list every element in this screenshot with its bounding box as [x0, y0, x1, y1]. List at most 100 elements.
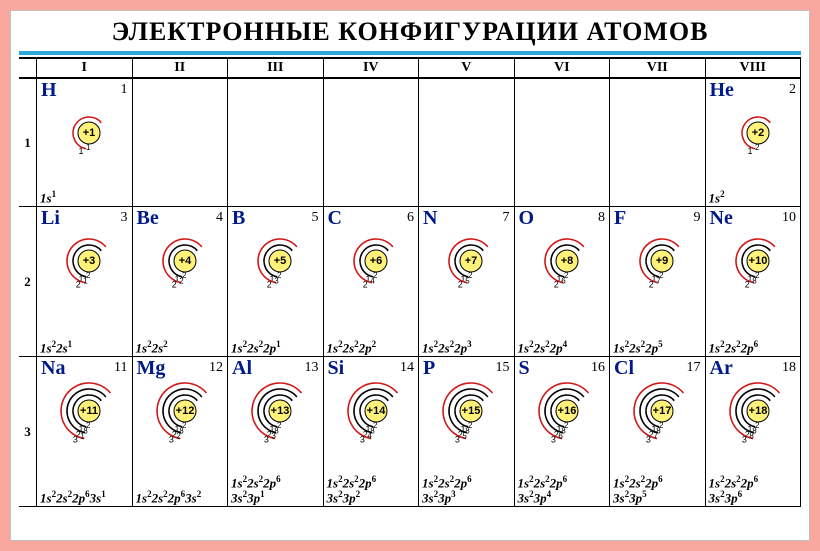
atomic-number: 2: [789, 82, 796, 98]
atom-icon: +14122834: [332, 381, 410, 447]
atomic-number: 1: [121, 82, 128, 98]
electron-configuration: 1s2: [709, 190, 799, 205]
electron-configuration: 1s22s22p63s2: [136, 490, 226, 505]
column-header: I: [37, 59, 133, 79]
svg-text:8: 8: [749, 432, 754, 441]
electron-configuration: 1s22s22p63s23p3: [422, 475, 512, 505]
svg-text:+7: +7: [465, 255, 478, 267]
svg-text:6: 6: [558, 432, 563, 441]
column-header: V: [419, 59, 515, 79]
atom-diagram: +101228: [714, 231, 792, 297]
svg-text:2: 2: [744, 279, 749, 289]
atomic-number: 16: [591, 360, 605, 376]
svg-text:2: 2: [649, 279, 654, 289]
element-cell: F 9 +91227 1s22s22p5: [610, 207, 706, 357]
atom-icon: +12122832: [141, 381, 219, 447]
atom-diagram: +51223: [236, 231, 314, 297]
atom-icon: +71225: [427, 231, 505, 297]
electron-configuration: 1s22s22p63s23p1: [231, 475, 321, 505]
svg-text:+5: +5: [274, 255, 287, 267]
svg-text:3: 3: [272, 432, 277, 441]
row-header: 3: [19, 357, 37, 507]
electron-configuration: 1s22s22p63s23p4: [518, 475, 608, 505]
svg-text:6: 6: [561, 276, 566, 285]
svg-text:8: 8: [752, 276, 757, 285]
element-cell: Ar18+181228381s22s22p63s23p6: [706, 357, 802, 507]
atom-icon: +51223: [236, 231, 314, 297]
column-header: VII: [610, 59, 706, 79]
empty-cell: [228, 79, 324, 207]
atomic-number: 12: [209, 360, 223, 376]
atomic-number: 10: [782, 210, 796, 226]
svg-text:1: 1: [83, 276, 88, 285]
atomic-number: 6: [407, 210, 414, 226]
atom-icon: +15122835: [427, 381, 505, 447]
atom-icon: +91227: [618, 231, 696, 297]
row-header: 2: [19, 207, 37, 357]
svg-text:3: 3: [551, 435, 556, 445]
element-symbol: C: [328, 207, 342, 230]
element-cell: Si14+141228341s22s22p63s23p2: [324, 357, 420, 507]
svg-text:3: 3: [360, 435, 365, 445]
element-cell: H1+1111s1: [37, 79, 133, 207]
element-cell: Cl 17 +17122837 1s22s22p63s23p5: [610, 357, 706, 507]
element-symbol: Be: [137, 207, 159, 230]
svg-text:5: 5: [463, 432, 468, 441]
element-symbol: F: [614, 207, 626, 230]
element-cell: O8+812261s22s22p4: [515, 207, 611, 357]
svg-text:3: 3: [455, 435, 460, 445]
svg-text:7: 7: [654, 432, 659, 441]
svg-text:2: 2: [176, 432, 181, 441]
electron-configuration: 1s1: [40, 190, 130, 205]
atom-icon: +31221: [45, 231, 123, 297]
element-symbol: Cl: [614, 357, 634, 380]
element-symbol: S: [519, 357, 530, 380]
svg-text:3: 3: [646, 435, 651, 445]
element-symbol: Ne: [710, 207, 733, 230]
svg-text:+1: +1: [83, 127, 96, 139]
element-cell: Li3+312211s22s1: [37, 207, 133, 357]
svg-text:3: 3: [742, 435, 747, 445]
atom-diagram: +12122832: [141, 381, 219, 447]
atomic-number: 8: [598, 210, 605, 226]
atom-diagram: +16122836: [523, 381, 601, 447]
atom-diagram: +41222: [141, 231, 219, 297]
svg-text:+18: +18: [748, 405, 767, 417]
svg-text:+10: +10: [748, 255, 767, 267]
table-corner: [19, 59, 37, 79]
atom-icon: +81226: [523, 231, 601, 297]
element-symbol: Al: [232, 357, 252, 380]
atom-icon: +111: [45, 103, 123, 169]
svg-text:7: 7: [656, 276, 661, 285]
element-symbol: O: [519, 207, 535, 230]
svg-text:+4: +4: [178, 255, 191, 267]
svg-text:3: 3: [169, 435, 174, 445]
atomic-number: 18: [782, 360, 796, 376]
atom-diagram: +17122837: [618, 381, 696, 447]
element-symbol: Li: [41, 207, 60, 230]
atomic-number: 17: [687, 360, 701, 376]
electron-configuration: 1s22s22p63s23p5: [613, 475, 703, 505]
svg-text:1: 1: [79, 146, 84, 156]
atomic-number: 9: [694, 210, 701, 226]
atom-diagram: +18122838: [714, 381, 792, 447]
atomic-number: 11: [114, 360, 127, 376]
svg-text:4: 4: [367, 432, 372, 441]
page-title: ЭЛЕКТРОННЫЕ КОНФИГУРАЦИИ АТОМОВ: [11, 11, 809, 51]
atomic-number: 13: [305, 360, 319, 376]
element-cell: S 16 +16122836 1s22s22p63s23p4: [515, 357, 611, 507]
element-cell: Al13+131228331s22s22p63s23p1: [228, 357, 324, 507]
element-symbol: P: [423, 357, 435, 380]
column-header: VIII: [706, 59, 802, 79]
element-cell: Be4+412221s22s2: [133, 207, 229, 357]
svg-text:+16: +16: [557, 405, 576, 417]
atom-icon: +212: [714, 103, 792, 169]
atom-icon: +16122836: [523, 381, 601, 447]
atom-icon: +11122831: [45, 381, 123, 447]
atom-icon: +101228: [714, 231, 792, 297]
electron-configuration: 1s22s22p5: [613, 340, 703, 355]
element-symbol: Ar: [710, 357, 733, 380]
svg-text:+15: +15: [462, 405, 481, 417]
svg-text:+9: +9: [656, 255, 669, 267]
svg-text:+8: +8: [560, 255, 573, 267]
